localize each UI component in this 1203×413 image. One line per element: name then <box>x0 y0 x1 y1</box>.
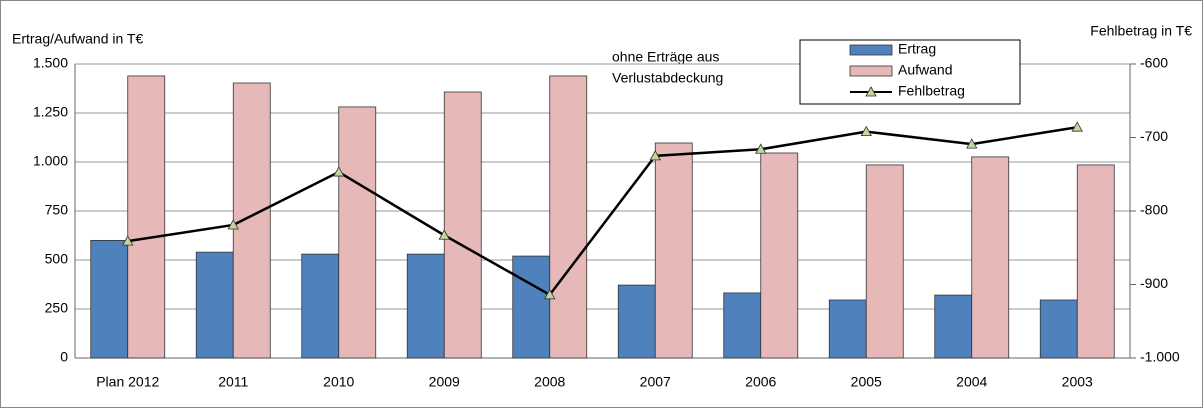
y2-tick-label: -600 <box>1140 55 1168 71</box>
bar <box>1076 164 1115 359</box>
bar <box>617 284 656 359</box>
marker <box>122 235 134 246</box>
x-tick-label: 2009 <box>429 374 460 390</box>
annotation: Verlustabdeckung <box>612 70 723 86</box>
x-tick-label: 2007 <box>640 374 671 390</box>
bar <box>301 253 340 359</box>
line <box>127 125 1078 297</box>
bar <box>654 142 693 359</box>
legend-label: Aufwand <box>898 62 952 78</box>
bar <box>549 75 588 359</box>
marker <box>649 150 661 161</box>
bar <box>934 294 973 359</box>
x-tick-label: 2011 <box>218 374 248 390</box>
bar <box>971 156 1010 359</box>
legend-label: Fehlbetrag <box>898 83 965 99</box>
legend-label: Ertrag <box>898 41 936 57</box>
y-tick-label: 0 <box>60 349 68 365</box>
bar <box>512 255 551 359</box>
annotation: ohne Erträge aus <box>612 49 719 65</box>
x-tick-label: 2008 <box>534 374 565 390</box>
bar <box>760 152 799 359</box>
x-tick-label: 2003 <box>1062 374 1093 390</box>
x-tick-label: 2006 <box>745 374 776 390</box>
y-tick-label: 1.250 <box>33 104 68 120</box>
bar <box>195 251 234 359</box>
y2-tick-label: -900 <box>1140 275 1168 291</box>
marker <box>544 288 556 300</box>
y-tick-label: 1.000 <box>33 153 68 169</box>
y-tick-label: 750 <box>45 202 69 218</box>
y-tick-label: 500 <box>45 251 69 267</box>
marker <box>1071 121 1083 132</box>
y-axis-label: Ertrag/Aufwand in T€ <box>12 31 143 47</box>
bar <box>1039 299 1078 359</box>
x-tick-label: 2005 <box>851 374 882 390</box>
marker <box>227 219 239 230</box>
bar <box>90 239 129 359</box>
bar <box>828 299 867 359</box>
x-tick-label: Plan 2012 <box>96 374 159 390</box>
y2-tick-label: -800 <box>1140 202 1168 218</box>
x-tick-label: 2010 <box>323 374 354 390</box>
marker <box>333 166 345 177</box>
marker <box>438 229 450 240</box>
y-tick-label: 1.500 <box>33 55 68 71</box>
x-tick-label: 2004 <box>956 374 987 390</box>
marker <box>860 125 872 137</box>
bar <box>338 106 377 359</box>
legend-box <box>799 39 1021 105</box>
bar <box>723 292 762 359</box>
legend-marker <box>865 86 877 97</box>
bar <box>127 75 166 359</box>
legend-swatch <box>849 65 893 77</box>
marker <box>755 143 767 154</box>
marker <box>966 138 978 149</box>
bar <box>443 91 482 359</box>
y2-tick-label: -1.000 <box>1140 349 1180 365</box>
y-tick-label: 250 <box>45 300 69 316</box>
bar <box>406 253 445 359</box>
legend-swatch <box>849 44 893 56</box>
y2-tick-label: -700 <box>1140 128 1168 144</box>
bar <box>865 164 904 359</box>
bar <box>232 82 271 359</box>
y2-axis-label: Fehlbetrag in T€ <box>1090 23 1192 39</box>
